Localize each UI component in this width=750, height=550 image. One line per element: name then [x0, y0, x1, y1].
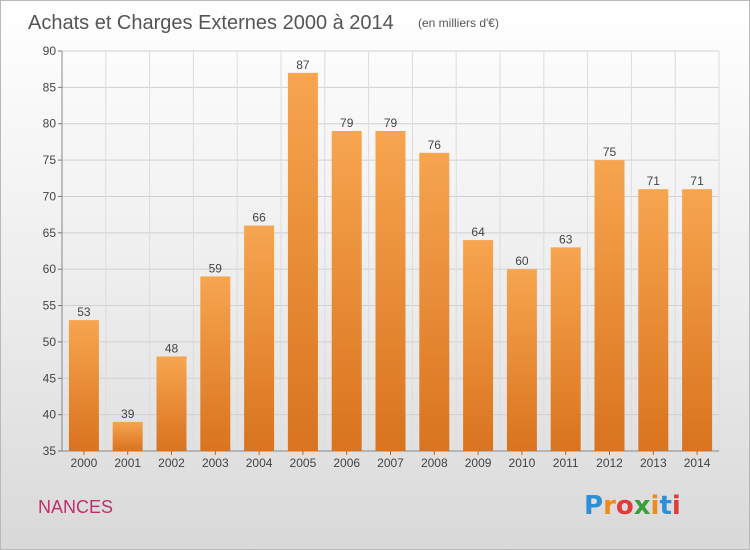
- bar: [331, 131, 362, 451]
- data-label: 60: [515, 254, 529, 268]
- bar: [506, 269, 537, 451]
- data-label: 71: [647, 174, 661, 188]
- x-tick-label: 2007: [377, 456, 404, 470]
- y-tick-label: 80: [43, 117, 57, 131]
- x-tick-label: 2011: [553, 456, 579, 470]
- data-label: 53: [77, 305, 91, 319]
- x-tick-label: 2014: [684, 456, 711, 470]
- y-tick-label: 70: [43, 189, 57, 203]
- x-tick-label: 2008: [421, 456, 448, 470]
- logo-letter: i: [671, 491, 681, 521]
- data-label: 79: [384, 116, 398, 130]
- x-tick-label: 2002: [158, 456, 185, 470]
- bar: [156, 356, 187, 451]
- data-label: 59: [209, 261, 223, 275]
- x-tick-label: 2013: [640, 456, 667, 470]
- y-tick-label: 65: [43, 226, 57, 240]
- y-tick-label: 40: [43, 408, 57, 422]
- y-tick-label: 35: [43, 444, 57, 458]
- proxiti-logo[interactable]: Proxiti: [584, 491, 681, 521]
- data-label: 75: [603, 145, 617, 159]
- chart-subtitle: (en milliers d'€): [418, 16, 499, 30]
- x-tick-label: 2006: [333, 456, 360, 470]
- data-label: 64: [471, 225, 485, 239]
- x-tick-label: 2003: [202, 456, 229, 470]
- bar: [68, 320, 99, 451]
- data-labels: 53 39 48 59 66 87 79 79 76 64 60 63 75 71 71: [77, 58, 704, 421]
- bar: [375, 131, 406, 451]
- x-tick-label: 2001: [114, 456, 141, 470]
- x-tick-label: 2000: [71, 456, 98, 470]
- bar: [550, 247, 581, 451]
- data-label: 66: [252, 211, 266, 225]
- bar: [244, 225, 275, 451]
- y-tick-label: 45: [43, 371, 57, 385]
- bar: [594, 160, 625, 451]
- bar: [463, 240, 494, 451]
- y-tick-label: 60: [43, 262, 57, 276]
- x-tick-label: 2004: [246, 456, 273, 470]
- x-tick-label: 2005: [290, 456, 317, 470]
- chart-title: Achats et Charges Externes 2000 à 2014: [28, 12, 394, 34]
- data-label: 71: [690, 174, 704, 188]
- data-label: 63: [559, 232, 573, 246]
- data-label: 87: [296, 58, 310, 72]
- y-tick-label: 90: [43, 44, 57, 58]
- bar: [638, 189, 669, 451]
- logo-letter: o: [615, 491, 634, 521]
- x-tick-label: 2010: [509, 456, 536, 470]
- x-tick-label: 2012: [596, 456, 623, 470]
- logo-letter: x: [633, 491, 651, 521]
- data-label: 79: [340, 116, 354, 130]
- y-tick-label: 85: [43, 80, 57, 94]
- data-label: 76: [428, 138, 442, 152]
- logo-letter: P: [584, 491, 604, 521]
- y-tick-label: 55: [43, 299, 57, 313]
- data-label: 48: [165, 341, 179, 355]
- bars: [68, 72, 713, 452]
- bar: [419, 152, 450, 451]
- y-tick-label: 75: [43, 153, 57, 167]
- logo-letter: i: [650, 491, 660, 521]
- bar: [682, 189, 713, 451]
- x-tick-label: 2009: [465, 456, 492, 470]
- bar: [112, 421, 143, 451]
- bar: [200, 276, 231, 451]
- commune-name: NANCES: [38, 497, 114, 517]
- logo-letter: t: [659, 491, 672, 521]
- bar: [287, 72, 318, 452]
- grid-lines: [62, 50, 720, 452]
- logo-letter: r: [603, 491, 616, 521]
- y-tick-label: 50: [43, 335, 57, 349]
- data-label: 39: [121, 407, 135, 421]
